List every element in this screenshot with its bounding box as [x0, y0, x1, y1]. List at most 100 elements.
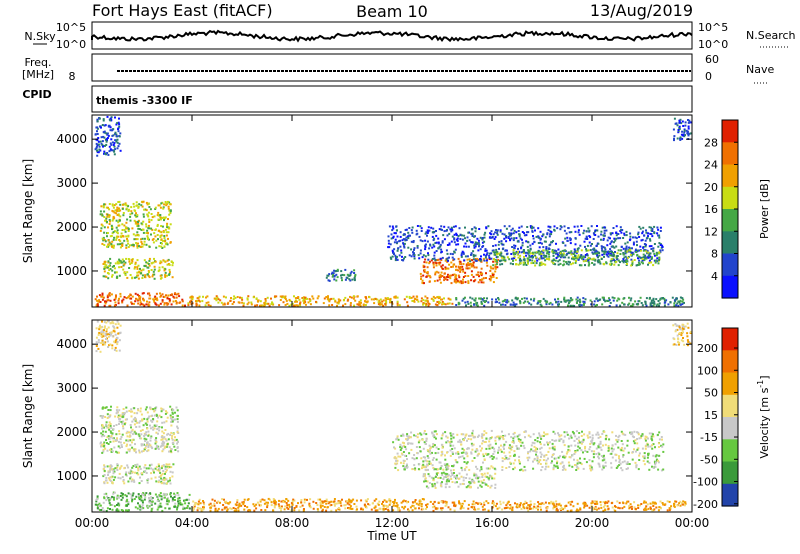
data-cell	[122, 509, 125, 512]
data-cell	[489, 443, 492, 446]
data-cell	[102, 135, 105, 138]
data-cell	[544, 240, 547, 243]
data-cell	[465, 245, 468, 248]
data-cell	[110, 497, 112, 500]
data-cell	[174, 436, 176, 439]
data-cell	[533, 240, 536, 243]
data-cell	[570, 299, 573, 302]
data-cell	[585, 230, 588, 233]
data-cell	[522, 261, 525, 264]
data-cell	[116, 229, 119, 232]
data-cell	[136, 233, 139, 236]
data-cell	[476, 257, 478, 260]
data-cell	[576, 225, 579, 228]
data-cell	[527, 434, 530, 437]
data-cell	[470, 304, 473, 307]
data-cell	[136, 271, 139, 274]
data-cell	[562, 260, 565, 263]
data-cell	[146, 506, 149, 509]
data-cell	[481, 238, 484, 241]
data-cell	[100, 205, 103, 208]
data-cell	[508, 258, 511, 261]
data-cell	[615, 438, 618, 441]
data-cell	[438, 228, 441, 231]
data-cell	[472, 261, 475, 264]
data-cell	[346, 500, 349, 503]
data-cell	[578, 432, 581, 434]
data-cell	[102, 118, 105, 121]
data-cell	[678, 119, 681, 122]
data-cell	[480, 281, 483, 284]
data-cell	[538, 264, 541, 267]
data-cell	[556, 255, 559, 258]
data-cell	[260, 504, 262, 507]
data-cell	[175, 296, 178, 299]
data-cell	[608, 298, 611, 301]
data-cell	[569, 242, 572, 245]
data-cell	[118, 200, 121, 203]
data-cell	[127, 210, 130, 212]
data-cell	[495, 298, 497, 301]
data-cell	[601, 303, 604, 306]
data-cell	[122, 408, 125, 410]
data-cell	[100, 415, 103, 418]
data-cell	[555, 505, 558, 508]
data-cell	[355, 499, 358, 502]
data-cell	[689, 121, 692, 124]
data-cell	[673, 302, 676, 305]
data-cell	[577, 436, 580, 439]
data-cell	[613, 237, 616, 240]
data-cell	[127, 242, 130, 245]
data-cell	[417, 254, 420, 257]
data-cell	[523, 507, 526, 510]
data-cell	[376, 298, 379, 301]
data-cell	[103, 130, 106, 133]
data-cell	[337, 298, 340, 301]
data-cell	[396, 255, 398, 258]
data-cell	[168, 213, 171, 216]
data-cell	[122, 478, 125, 481]
data-cell	[554, 457, 557, 460]
data-cell	[118, 417, 120, 420]
data-cell	[164, 216, 167, 219]
data-cell	[460, 280, 462, 283]
data-cell	[135, 215, 138, 218]
data-cell	[521, 231, 524, 233]
data-cell	[169, 210, 172, 213]
data-cell	[140, 204, 143, 207]
data-cell	[121, 496, 124, 499]
data-cell	[426, 299, 429, 302]
data-cell	[402, 243, 405, 246]
data-cell	[123, 271, 126, 274]
data-cell	[184, 304, 186, 307]
data-cell	[131, 244, 134, 247]
data-cell	[350, 501, 353, 504]
data-cell	[353, 276, 356, 279]
data-cell	[608, 250, 611, 253]
data-cell	[241, 298, 244, 301]
data-cell	[340, 274, 342, 277]
data-cell	[138, 494, 140, 497]
data-cell	[484, 301, 486, 303]
data-cell	[138, 449, 141, 452]
data-cell	[99, 442, 102, 445]
data-cell	[387, 235, 390, 238]
data-cell	[520, 508, 523, 510]
data-cell	[139, 505, 141, 508]
data-cell	[659, 230, 662, 232]
data-cell	[111, 482, 114, 485]
data-cell	[325, 500, 328, 502]
data-cell	[117, 207, 120, 210]
data-cell	[115, 409, 118, 412]
data-cell	[96, 299, 99, 302]
data-cell	[355, 505, 358, 508]
data-cell	[370, 508, 373, 511]
data-cell	[428, 463, 431, 465]
data-cell	[106, 152, 109, 154]
data-cell	[103, 244, 106, 246]
data-cell	[572, 256, 574, 259]
data-cell	[462, 451, 465, 454]
data-cell	[162, 239, 164, 242]
data-cell	[145, 223, 148, 226]
data-cell	[554, 263, 557, 266]
